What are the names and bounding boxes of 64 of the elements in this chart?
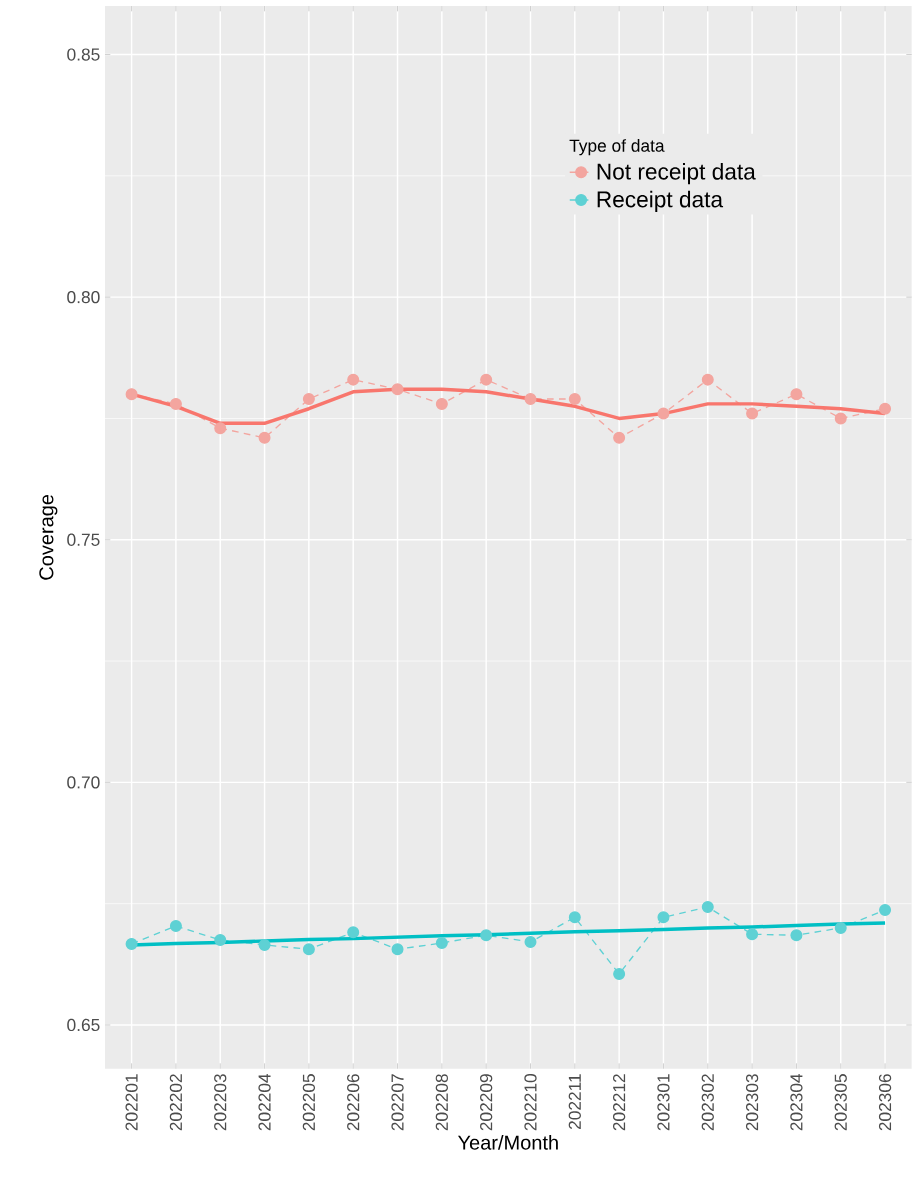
point [391,383,404,396]
point [125,937,138,950]
point [214,422,227,435]
x-tick-label: 202207 [391,1074,404,1131]
y-tick-label: 0.70 [67,776,100,789]
point [302,393,315,406]
point [480,373,493,386]
point [568,393,581,406]
point [435,936,448,949]
point [302,943,315,956]
x-tick-label: 202204 [258,1073,271,1131]
y-tick-label: 0.65 [67,1018,100,1032]
point [524,936,537,949]
point [790,388,803,401]
point [214,934,227,947]
y-tick-label: 0.75 [67,533,100,546]
point [701,901,714,914]
x-tick-label: 202205 [302,1074,316,1131]
x-tick-label: 202302 [701,1074,714,1131]
point [435,397,448,410]
point [125,388,138,401]
point [258,938,271,951]
point [613,968,626,981]
x-tick-label: 202306 [878,1074,892,1131]
x-tick-label: 202206 [347,1074,360,1131]
point [480,929,493,942]
x-tick-label: 202201 [125,1074,138,1131]
point [701,373,714,386]
point [834,412,847,425]
x-tick-label: 202211 [568,1074,581,1130]
point [347,373,360,386]
point [879,903,892,916]
x-tick-label: 202301 [657,1074,670,1131]
x-tick-label: 202208 [435,1074,448,1131]
point [169,397,182,410]
legend-label: Receipt data [597,190,724,212]
x-tick-label: 202305 [834,1074,847,1131]
point [746,407,759,420]
x-tick-label: 202303 [745,1074,759,1131]
point [657,911,670,924]
x-tick-label: 202210 [524,1074,537,1131]
x-tick-label: 202202 [169,1074,183,1131]
y-tick-label: 0.85 [67,48,100,61]
x-tick-label: 202212 [612,1074,626,1131]
point [834,921,847,934]
legend-label: Not receipt data [597,163,756,185]
point [568,911,581,924]
point [746,928,759,941]
point [657,407,670,420]
point [879,402,892,415]
x-tick-label: 202209 [480,1074,493,1131]
y-axis-title: Coverage [39,494,58,580]
point [790,929,803,942]
point [347,926,360,939]
point [391,943,404,956]
point [524,393,537,406]
x-tick-label: 202304 [790,1073,803,1131]
point [169,920,182,932]
y-tick-label: 0.80 [67,291,100,304]
point [613,431,626,444]
legend-title: Type of data [569,139,665,156]
point [258,431,271,444]
x-tick-label: 202203 [214,1074,227,1131]
x-axis-title: Year/Month [457,1135,558,1150]
